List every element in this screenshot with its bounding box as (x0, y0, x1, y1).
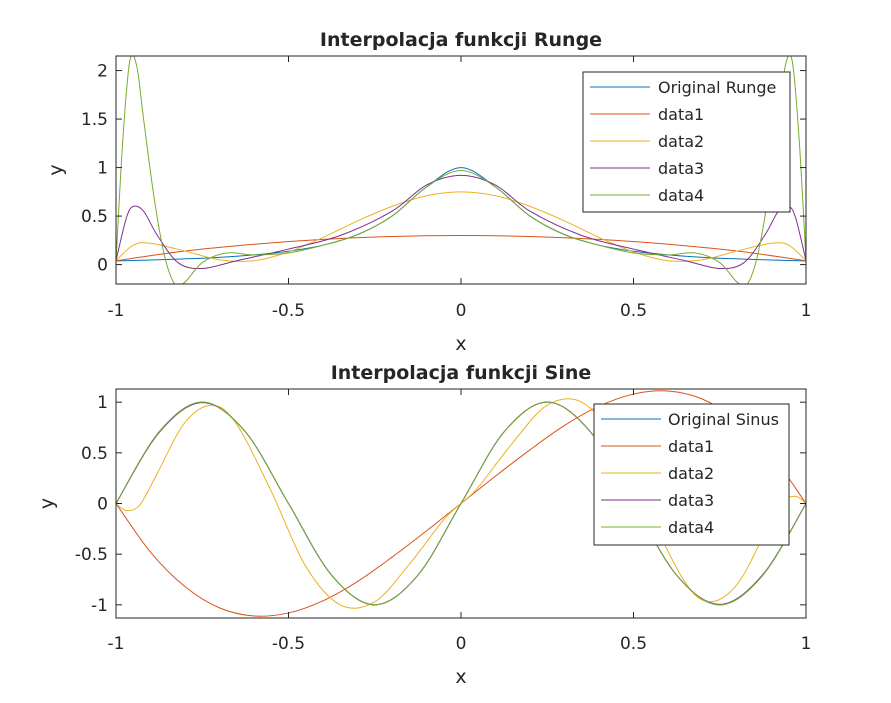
legend: Original Sinus data1 data2 data3 data4 (593, 403, 790, 546)
legend-label: data2 (668, 464, 714, 483)
series-line-0 (116, 167, 806, 262)
legend: Original Runge data1 data2 data3 data4 (582, 71, 791, 213)
legend-label: data4 (658, 186, 704, 205)
y-axis-label: y (36, 498, 58, 509)
legend-label: data3 (658, 159, 704, 178)
x-tick-label: -1 (108, 634, 125, 654)
runge-chart: -1 -0.5 0 0.5 1 0 0.5 1 1.5 2 Interpolacja funkcji… (45, 29, 811, 355)
series-line-2 (116, 191, 806, 262)
legend-label: data1 (668, 437, 714, 456)
legend-box (593, 403, 790, 546)
legend-label: data3 (668, 491, 714, 510)
legend-label: data2 (658, 132, 704, 151)
x-tick-label: 0.5 (620, 634, 647, 654)
series-group (116, 390, 806, 617)
y-axis-label: y (45, 164, 67, 175)
x-axis-label: x (455, 666, 466, 688)
chart-title: Interpolacja funkcji Sine (331, 362, 592, 384)
chart-title: Interpolacja funkcji Runge (320, 29, 602, 51)
legend-label: data1 (658, 105, 704, 124)
series-line-1 (116, 234, 806, 262)
y-tick-label: 0.5 (81, 444, 108, 464)
y-tick-label: 1.5 (81, 110, 108, 130)
legend-label: Original Runge (658, 78, 776, 97)
legend-box (582, 71, 791, 213)
y-tick-label: 2 (97, 62, 108, 82)
y-tick-label: 1 (97, 159, 108, 179)
sine-chart: -1 -0.5 0 0.5 1 -1 -0.5 0 0.5 1 Interpolacja funkc… (36, 362, 811, 688)
series-line-3 (116, 174, 806, 270)
x-tick-label: 0.5 (620, 301, 647, 321)
y-tick-label: -1 (91, 596, 108, 616)
x-tick-label: -0.5 (272, 301, 305, 321)
legend-label: Original Sinus (668, 410, 779, 429)
y-tick-label: -0.5 (75, 545, 108, 565)
x-tick-label: -0.5 (272, 634, 305, 654)
legend-label: data4 (668, 518, 714, 537)
y-tick-label: 0.5 (81, 207, 108, 227)
x-axis-label: x (455, 333, 466, 355)
x-tick-label: 1 (801, 634, 812, 654)
y-tick-label: 0 (97, 256, 108, 276)
y-tick-label: 0 (97, 495, 108, 515)
x-tick-label: 0 (456, 634, 467, 654)
x-tick-label: -1 (108, 301, 125, 321)
y-tick-label: 1 (97, 393, 108, 413)
series-line-4 (116, 401, 806, 606)
x-tick-label: 0 (456, 301, 467, 321)
x-tick-label: 1 (801, 301, 812, 321)
